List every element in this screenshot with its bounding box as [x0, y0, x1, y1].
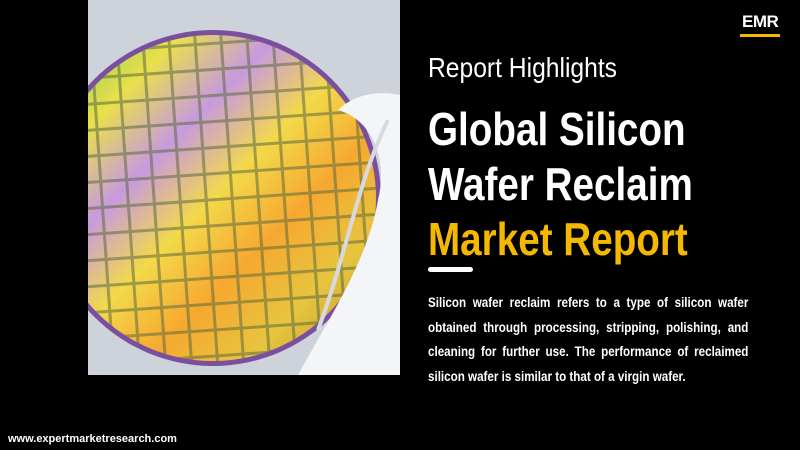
logo: EMR — [742, 12, 779, 31]
kicker: Report Highlights — [428, 52, 618, 83]
description: Silicon wafer reclaim refers to a type o… — [428, 294, 749, 384]
title-highlight: Market Report — [428, 213, 688, 265]
website: www.expertmarketresearch.com — [8, 433, 177, 445]
wafer-photo — [88, 0, 400, 375]
divider — [428, 267, 473, 272]
title-line: Wafer Reclaim — [428, 158, 693, 210]
logo-accent — [740, 34, 780, 37]
title-line: Global Silicon — [428, 103, 686, 155]
